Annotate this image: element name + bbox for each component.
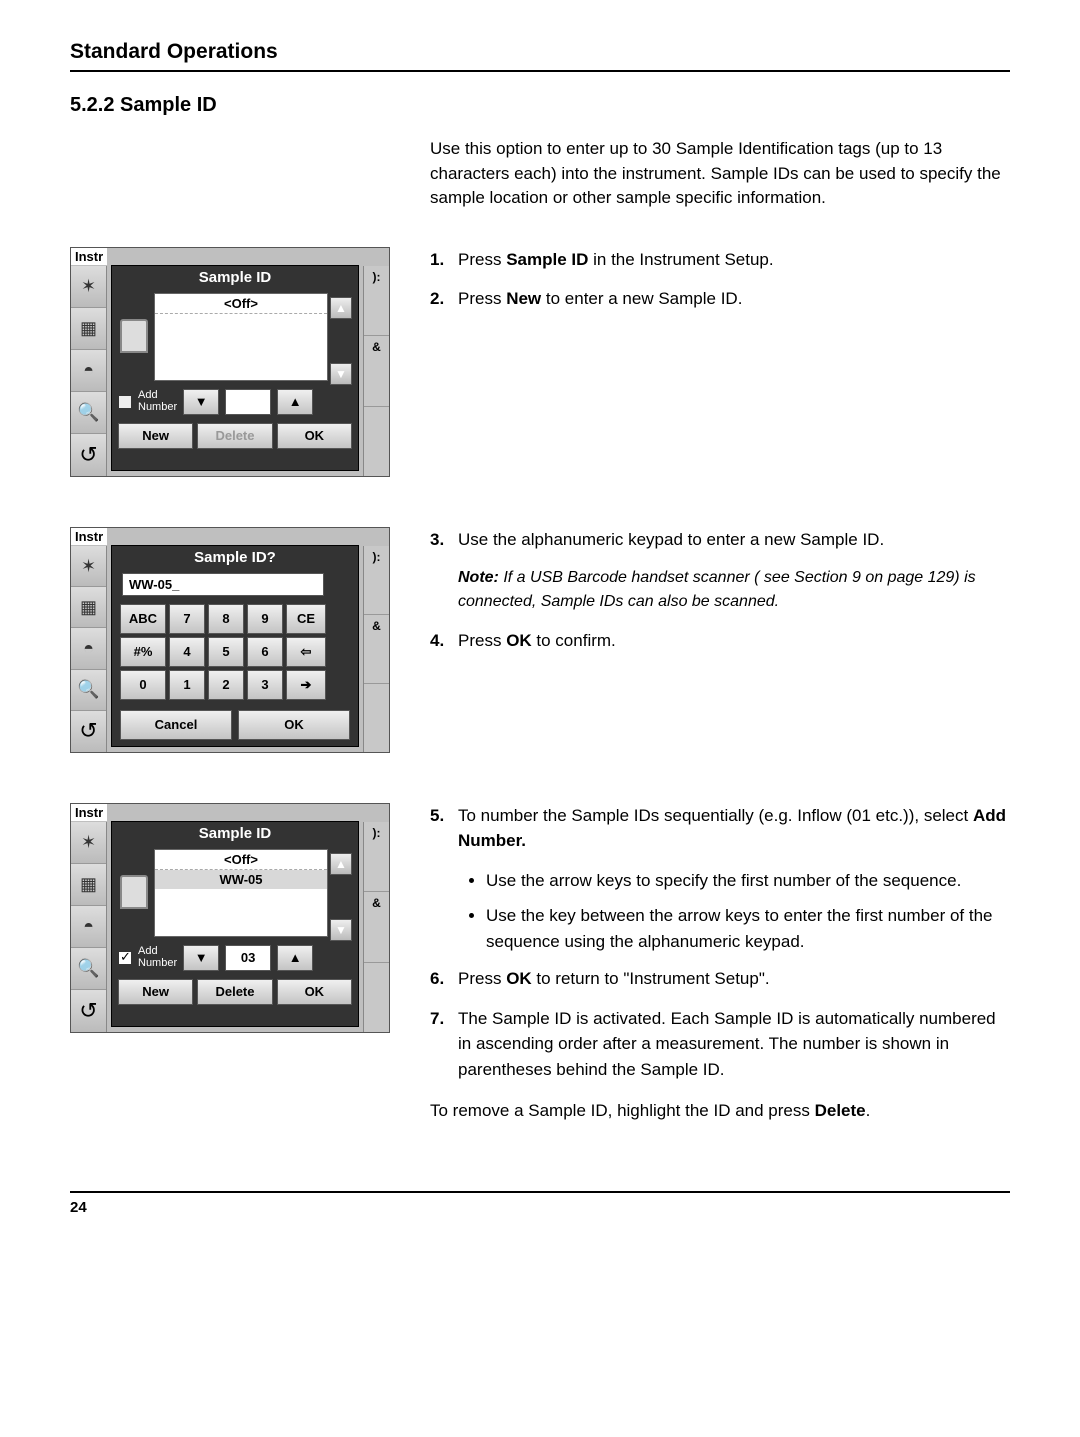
scroll-up-button[interactable]: ▲ [330, 297, 352, 319]
right-seg-1: ): [364, 822, 389, 892]
window-tag: Instr [71, 804, 107, 821]
decrement-button[interactable]: ▼ [183, 945, 219, 971]
delete-button[interactable]: Delete [197, 979, 272, 1005]
key-3[interactable]: 3 [247, 670, 283, 700]
decrement-button[interactable]: ▼ [183, 389, 219, 415]
key-7[interactable]: 7 [169, 604, 205, 634]
key-ce[interactable]: CE [286, 604, 326, 634]
number-display[interactable]: 03 [225, 945, 271, 971]
key-6[interactable]: 6 [247, 637, 283, 667]
right-seg-1: ): [364, 546, 389, 615]
screenshot-2: Instr ✶ ▦ ◓ 🔍 ↺ ): & Sample ID? [70, 527, 390, 753]
increment-button[interactable]: ▲ [277, 389, 313, 415]
delete-button: Delete [197, 423, 272, 449]
back-icon[interactable]: ↺ [71, 711, 106, 752]
key-next[interactable]: ➔ [286, 670, 326, 700]
sample-id-input[interactable]: WW-05_ [122, 573, 324, 596]
add-number-label: Add Number [138, 390, 177, 413]
list-off-row[interactable]: <Off> [155, 294, 327, 314]
side-icon-2[interactable]: ▦ [71, 587, 106, 628]
screenshot-3: Instr ✶ ▦ ◓ 🔍 ↺ ): & Sample ID [70, 803, 390, 1033]
side-icon-1[interactable]: ✶ [71, 546, 106, 587]
increment-button[interactable]: ▲ [277, 945, 313, 971]
side-icon-4[interactable]: 🔍 [71, 948, 106, 990]
scroll-down-button[interactable]: ▼ [330, 919, 352, 941]
key-4[interactable]: 4 [169, 637, 205, 667]
note-text: Note: If a USB Barcode handset scanner (… [458, 566, 1010, 614]
ok-button[interactable]: OK [277, 979, 352, 1005]
key-1[interactable]: 1 [169, 670, 205, 700]
window-tag: Instr [71, 248, 107, 265]
scroll-up-button[interactable]: ▲ [330, 853, 352, 875]
side-icon-1[interactable]: ✶ [71, 822, 106, 864]
screenshot-1: Instr ✶ ▦ ◓ 🔍 ↺ ): & Sample ID [70, 247, 390, 477]
page-number: 24 [70, 1191, 1010, 1216]
intro-text: Use this option to enter up to 30 Sample… [430, 137, 1010, 211]
add-number-checkbox[interactable] [118, 951, 132, 965]
section-heading: 5.2.2 Sample ID [70, 94, 1010, 117]
tail-text: To remove a Sample ID, highlight the ID … [430, 1098, 1010, 1124]
cancel-button[interactable]: Cancel [120, 710, 232, 740]
steps-b2: 4.Press OK to confirm. [430, 628, 1010, 654]
side-icon-3[interactable]: ◓ [71, 350, 106, 392]
key-back[interactable]: ⇦ [286, 637, 326, 667]
new-button[interactable]: New [118, 979, 193, 1005]
side-icon-4[interactable]: 🔍 [71, 670, 106, 711]
window-tag: Instr [71, 528, 107, 545]
clipboard-icon [120, 319, 148, 353]
side-icon-1[interactable]: ✶ [71, 266, 106, 308]
scroll-down-button[interactable]: ▼ [330, 363, 352, 385]
side-icon-3[interactable]: ◓ [71, 628, 106, 669]
key-5[interactable]: 5 [208, 637, 244, 667]
right-seg-1: ): [364, 266, 389, 336]
dialog-title: Sample ID [112, 266, 358, 289]
key-8[interactable]: 8 [208, 604, 244, 634]
keypad: ABC 7 8 9 CE #% 4 5 6 ⇦ 0 1 2 [112, 600, 358, 704]
clipboard-icon [120, 875, 148, 909]
side-icon-4[interactable]: 🔍 [71, 392, 106, 434]
ok-button[interactable]: OK [277, 423, 352, 449]
key-9[interactable]: 9 [247, 604, 283, 634]
steps-b: 3.Use the alphanumeric keypad to enter a… [430, 527, 1010, 553]
key-abc[interactable]: ABC [120, 604, 166, 634]
right-seg-2: & [364, 615, 389, 684]
side-icon-3[interactable]: ◓ [71, 906, 106, 948]
page-header: Standard Operations [70, 40, 1010, 72]
list-off-row[interactable]: <Off> [155, 850, 327, 870]
add-number-label: Add Number [138, 946, 177, 969]
back-icon[interactable]: ↺ [71, 434, 106, 476]
steps-c: 5.To number the Sample IDs sequentially … [430, 803, 1010, 854]
right-seg-2: & [364, 892, 389, 962]
new-button[interactable]: New [118, 423, 193, 449]
back-icon[interactable]: ↺ [71, 990, 106, 1032]
side-icon-2[interactable]: ▦ [71, 308, 106, 350]
key-sym[interactable]: #% [120, 637, 166, 667]
ok-button[interactable]: OK [238, 710, 350, 740]
list-item[interactable]: WW-05 [155, 870, 327, 889]
bullets-c: Use the arrow keys to specify the first … [468, 868, 1010, 955]
add-number-checkbox[interactable] [118, 395, 132, 409]
side-icon-2[interactable]: ▦ [71, 864, 106, 906]
dialog-title: Sample ID? [112, 546, 358, 569]
steps-a: 1.Press Sample ID in the Instrument Setu… [430, 247, 1010, 312]
number-display [225, 389, 271, 415]
dialog-title: Sample ID [112, 822, 358, 845]
right-seg-2: & [364, 336, 389, 406]
steps-c2: 6.Press OK to return to "Instrument Setu… [430, 966, 1010, 1082]
key-2[interactable]: 2 [208, 670, 244, 700]
key-0[interactable]: 0 [120, 670, 166, 700]
